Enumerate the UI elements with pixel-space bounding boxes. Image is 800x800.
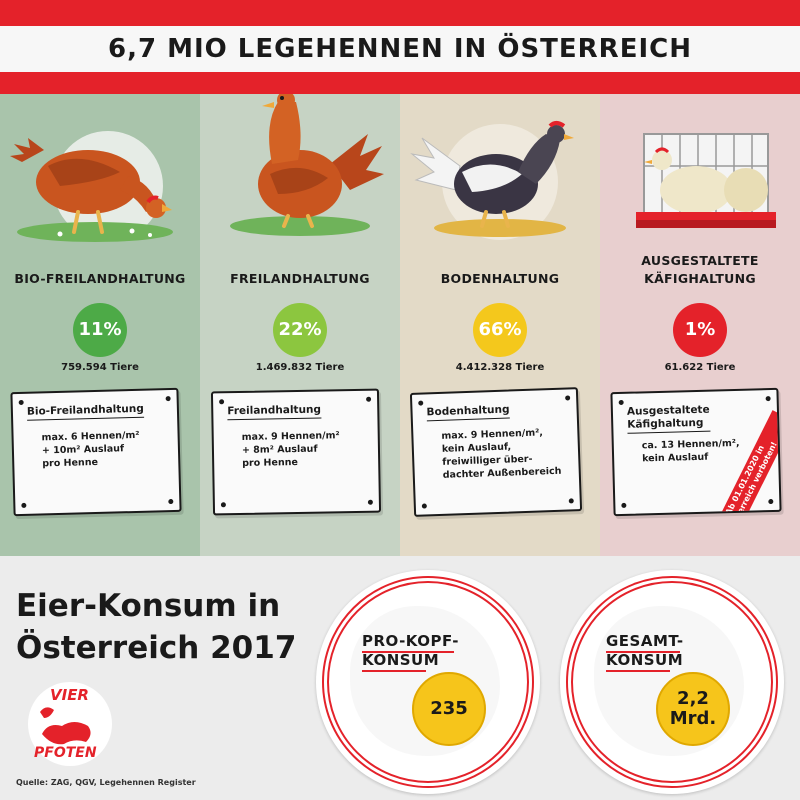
- logo-text-top: VIER: [50, 686, 89, 704]
- info-card: Freilandhaltung max. 9 Hennen/m² + 8m² A…: [210, 388, 382, 516]
- plate-gesamt: GESAMT- KONSUM 2,2 Mrd.: [560, 570, 784, 794]
- card-title: Freilandhaltung: [227, 403, 322, 421]
- card-text: max. 9 Hennen/m² + 8m² Auslauf pro Henne: [241, 430, 340, 469]
- column-label: FREILANDHALTUNG: [230, 271, 370, 286]
- column-bodenhaltung: BODENHALTUNG 66% 4.412.328 Tiere Bodenha…: [400, 94, 600, 556]
- percent-badge: 66%: [473, 303, 527, 357]
- card-title: Ausgestaltete Käfighaltung: [627, 404, 711, 434]
- info-card: Bodenhaltung max. 9 Hennen/m², kein Ausl…: [409, 387, 583, 517]
- percent-badge: 11%: [73, 303, 127, 357]
- hen-illustration-boden: [410, 121, 574, 240]
- column-label: AUSGESTALTETE KÄFIGHALTUNG: [641, 253, 759, 286]
- info-card: Ausgestaltete Käfighaltung ca. 13 Hennen…: [610, 387, 782, 517]
- card-text: max. 6 Hennen/m² + 10m² Auslauf pro Henn…: [41, 429, 140, 470]
- plate-label: GESAMT- KONSUM: [606, 632, 684, 672]
- card-title: Bio-Freilandhaltung: [26, 402, 145, 421]
- column-label: BODENHALTUNG: [440, 271, 560, 286]
- header-bottom-stripe: [0, 72, 800, 94]
- info-card: Bio-Freilandhaltung max. 6 Hennen/m² + 1…: [10, 387, 182, 517]
- percent-badge: 1%: [673, 303, 727, 357]
- caged-hen-illustration: [636, 133, 776, 228]
- vier-pfoten-logo: VIER PFOTEN: [28, 682, 112, 766]
- column-bio-freilandhaltung: BIO-FREILANDHALTUNG 11% 759.594 Tiere Bi…: [0, 94, 200, 556]
- animal-count: 759.594 Tiere: [61, 362, 139, 373]
- hen-illustration-freiland: [230, 94, 384, 236]
- animal-count: 4.412.328 Tiere: [455, 362, 545, 373]
- animal-silhouette-icon: [40, 707, 91, 745]
- percent-badge: 22%: [273, 303, 327, 357]
- egg-yolk-value: 235: [412, 672, 486, 746]
- plate-label: PRO-KOPF- KONSUM: [362, 632, 459, 672]
- header-band: [0, 26, 800, 72]
- animal-count: 61.622 Tiere: [664, 362, 736, 373]
- page-title: 6,7 MIO LEGEHENNEN IN ÖSTERREICH: [108, 34, 692, 64]
- plate-pro-kopf: PRO-KOPF- KONSUM 235: [316, 570, 540, 794]
- card-text: ca. 13 Hennen/m², kein Auslauf: [641, 437, 740, 465]
- column-label: BIO-FREILANDHALTUNG: [14, 271, 186, 286]
- card-text: max. 9 Hennen/m², kein Auslauf, freiwill…: [441, 427, 562, 481]
- egg-yolk-value: 2,2 Mrd.: [656, 672, 730, 746]
- consumption-title: Eier-Konsum in Österreich 2017: [16, 588, 297, 666]
- source-note: Quelle: ZAG, QGV, Legehennen Register: [16, 778, 196, 787]
- card-title: Bodenhaltung: [426, 403, 510, 422]
- column-freilandhaltung: FREILANDHALTUNG 22% 1.469.832 Tiere Frei…: [200, 94, 400, 556]
- hen-illustration-bio: [10, 131, 173, 242]
- logo-text-bottom: PFOTEN: [34, 745, 97, 761]
- animal-count: 1.469.832 Tiere: [255, 362, 345, 373]
- column-kaefighaltung: AUSGESTALTETE KÄFIGHALTUNG 1% 61.622 Tie…: [600, 94, 800, 556]
- header-top-stripe: [0, 0, 800, 26]
